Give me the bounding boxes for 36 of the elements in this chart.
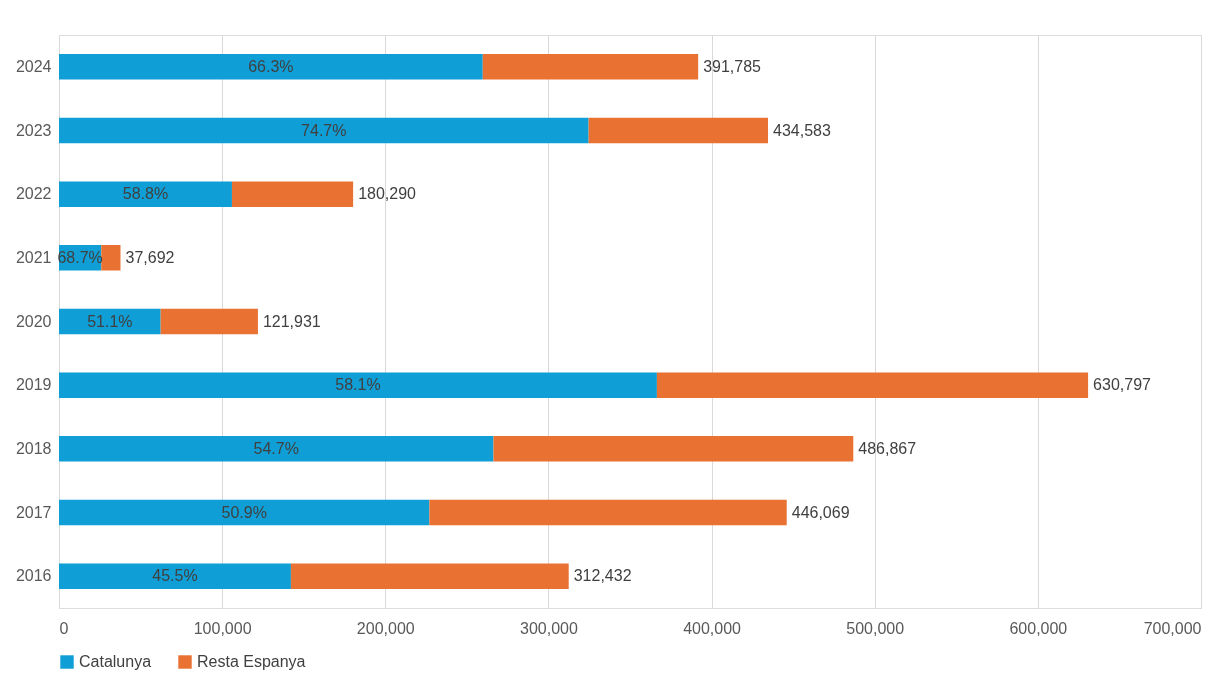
annotation: 45.5%	[152, 567, 198, 585]
total-label: 446,069	[791, 503, 850, 521]
total-label: 391,785	[703, 57, 762, 75]
legend-label: Resta Espanya	[197, 653, 306, 670]
y-tick-label: 2020	[15, 312, 52, 330]
total-label: 312,432	[573, 567, 632, 585]
annotation: 58.8%	[122, 185, 169, 203]
y-tick-label: 2018	[15, 439, 52, 457]
x-tick-label: 700,000	[1143, 619, 1202, 637]
y-tick-label: 2021	[15, 248, 52, 266]
annotation: 50.9%	[221, 503, 267, 521]
annotation: 58.1%	[335, 376, 381, 394]
x-tick-label: 500,000	[846, 619, 905, 637]
legend-label: Catalunya	[79, 653, 152, 670]
x-tick-label: 600,000	[1009, 619, 1068, 637]
y-tick-label: 2022	[15, 185, 52, 203]
x-tick-label: 0	[59, 619, 69, 637]
x-tick-label: 400,000	[683, 619, 742, 637]
annotation: 54.7%	[253, 439, 299, 457]
x-tick-label: 100,000	[193, 619, 252, 637]
annotation: 74.7%	[301, 121, 347, 139]
y-tick-label: 2023	[15, 121, 52, 139]
annotation: 51.1%	[87, 312, 133, 330]
total-label: 630,797	[1093, 376, 1152, 394]
x-tick-label: 300,000	[520, 619, 578, 637]
y-tick-label: 2016	[15, 567, 52, 585]
total-label: 180,290	[358, 185, 417, 203]
total-label: 121,931	[262, 312, 321, 330]
total-label: 434,583	[772, 121, 831, 139]
y-tick-label: 2024	[15, 57, 52, 75]
total-label: 37,692	[125, 248, 175, 266]
total-label: 486,867	[858, 439, 917, 457]
y-tick-label: 2017	[15, 503, 52, 521]
annotation: 66.3%	[248, 57, 294, 75]
y-tick-label: 2019	[15, 376, 52, 394]
x-tick-label: 200,000	[356, 619, 415, 637]
